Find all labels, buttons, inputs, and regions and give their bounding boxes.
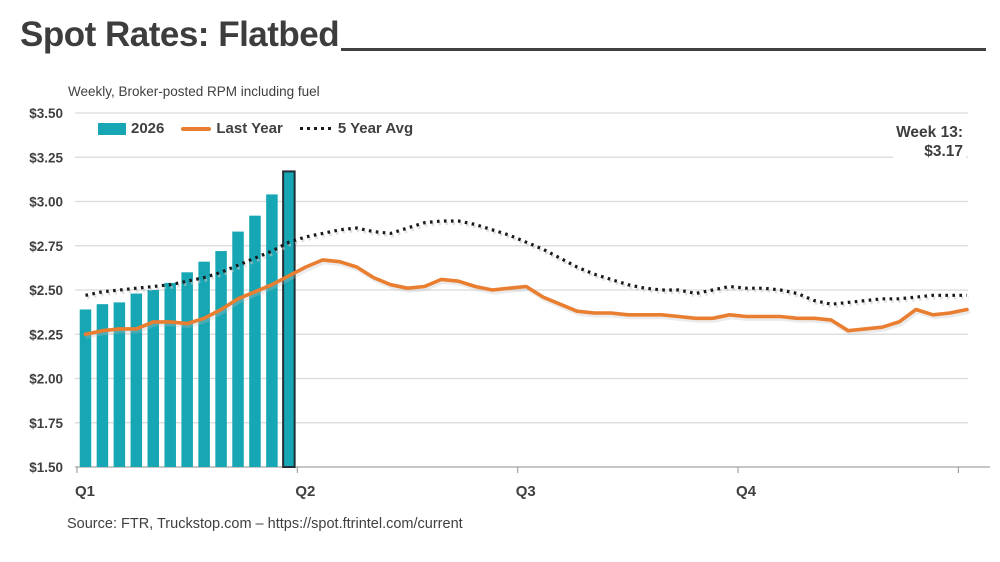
bar-week-3 xyxy=(113,302,126,467)
y-axis-label: $1.50 xyxy=(29,460,63,475)
legend: 2026 Last Year 5 Year Avg xyxy=(98,120,413,137)
title-underline xyxy=(341,47,986,51)
week-callout-value: $3.17 xyxy=(924,143,963,161)
five-year-avg-shadow xyxy=(86,221,969,309)
dotted-swatch-icon xyxy=(299,127,333,130)
legend-item-2026: 2026 xyxy=(98,120,164,137)
source-note: Source: FTR, Truckstop.com – https://spo… xyxy=(67,516,463,532)
y-axis-label: $3.00 xyxy=(29,195,63,210)
legend-label-2026: 2026 xyxy=(131,120,165,137)
page-title: Spot Rates: Flatbed xyxy=(20,15,340,54)
bar-week-12 xyxy=(266,194,278,468)
bar-week-7 xyxy=(181,272,193,467)
x-axis-label: Q3 xyxy=(516,483,536,500)
legend-label-5-year-avg: 5 Year Avg xyxy=(337,120,414,137)
x-axis-label: Q2 xyxy=(295,483,315,500)
y-axis-label: $3.50 xyxy=(29,106,63,121)
bar-week-6 xyxy=(164,282,176,467)
y-axis-label: $3.25 xyxy=(29,150,63,165)
last-year-line xyxy=(83,258,969,337)
bar-week-5 xyxy=(147,290,160,467)
x-axis-label: Q1 xyxy=(75,483,95,500)
y-axis-label: $1.75 xyxy=(29,416,63,431)
bar-week-11 xyxy=(249,215,261,467)
chart-subtitle: Weekly, Broker-posted RPM including fuel xyxy=(68,84,320,99)
y-axis-label: $2.25 xyxy=(29,327,63,342)
y-axis-label: $2.75 xyxy=(29,239,63,254)
week-callout-label: Week 13: xyxy=(896,124,963,141)
bar-week-9 xyxy=(215,251,227,467)
bar-week-4 xyxy=(130,293,143,467)
five-year-avg-line xyxy=(85,219,967,306)
bar-week-10 xyxy=(232,231,244,467)
week-callout: Week 13: $3.17 xyxy=(893,122,966,163)
bar-week-13 xyxy=(282,170,296,468)
y-axis-label: $2.50 xyxy=(29,283,63,298)
bar-week-2 xyxy=(96,304,109,467)
y-axis-label: $2.00 xyxy=(29,372,63,387)
title-bar: Spot Rates: Flatbed xyxy=(20,15,986,55)
line-swatch-icon xyxy=(181,126,212,131)
legend-label-last-year: Last Year xyxy=(216,120,283,137)
bar-week-8 xyxy=(198,261,210,467)
legend-item-5-year-avg: 5 Year Avg xyxy=(299,120,414,137)
bar-swatch-icon xyxy=(98,122,126,135)
legend-item-last-year: Last Year xyxy=(181,120,283,137)
bar-week-1 xyxy=(79,309,92,467)
x-axis-label: Q4 xyxy=(736,483,757,500)
